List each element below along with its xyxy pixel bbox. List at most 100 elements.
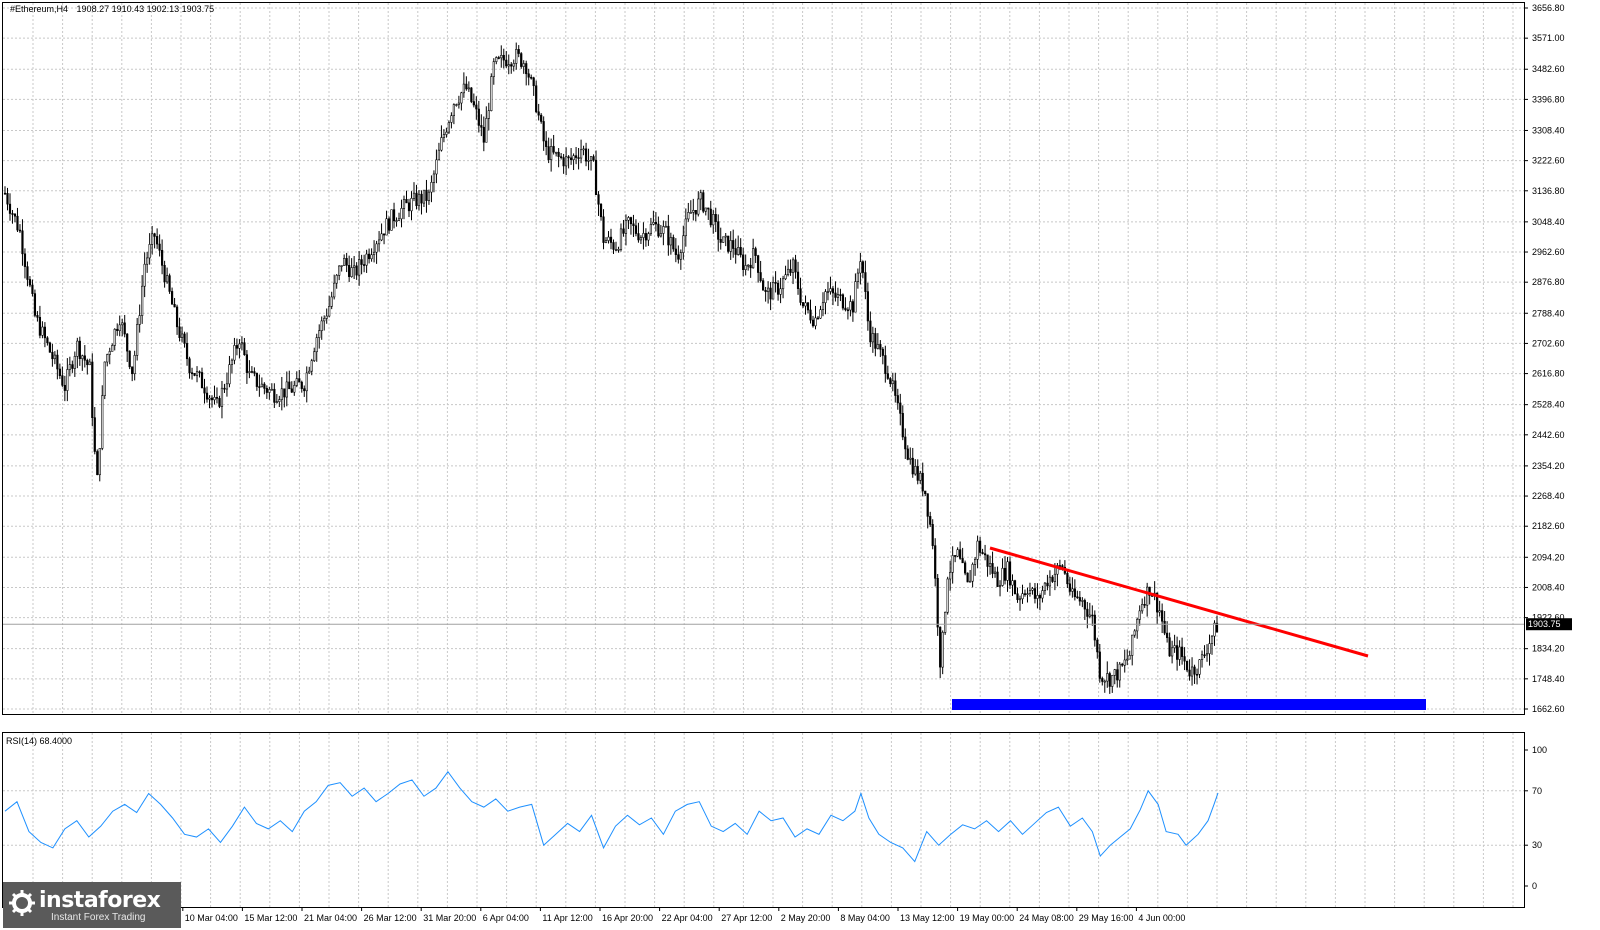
- candle-body: [1118, 663, 1121, 681]
- candle-body: [993, 571, 997, 574]
- candle-body: [737, 247, 740, 255]
- candle-body: [170, 291, 174, 305]
- candle-body: [76, 340, 79, 357]
- candle-body: [128, 350, 131, 368]
- candle-body: [121, 322, 124, 326]
- candle-body: [597, 194, 600, 205]
- candle-body: [1146, 586, 1149, 606]
- candle-body: [258, 386, 261, 388]
- candle-body: [831, 288, 835, 294]
- candle-body: [500, 54, 503, 59]
- candle-body: [133, 355, 136, 375]
- candle-body: [1011, 580, 1014, 586]
- candle-body: [485, 118, 488, 143]
- candle-body: [682, 235, 685, 253]
- candle-body: [1215, 622, 1219, 633]
- candle-body: [1173, 645, 1176, 649]
- candle-body: [510, 64, 513, 67]
- candle-body: [318, 330, 321, 338]
- candle-body: [1093, 614, 1096, 641]
- candle-body: [417, 193, 421, 207]
- candle-body: [796, 271, 800, 289]
- candle-body: [313, 351, 316, 361]
- candle-body: [604, 240, 608, 243]
- candle-body: [1168, 637, 1171, 657]
- candle-body: [445, 131, 448, 135]
- candle-body: [68, 364, 71, 370]
- candle-body: [113, 328, 116, 346]
- candle-body: [881, 348, 884, 356]
- candle-body: [116, 328, 119, 331]
- price-tick-label: 2962.60: [1532, 247, 1565, 257]
- candle-body: [747, 264, 750, 267]
- time-tick-label: 29 May 16:00: [1079, 913, 1134, 923]
- candle-body: [36, 315, 39, 318]
- candle-body: [437, 149, 441, 161]
- candle-body: [156, 236, 159, 245]
- candle-body: [193, 373, 196, 376]
- candle-body: [1166, 632, 1169, 638]
- candle-body: [190, 372, 194, 375]
- candle-body: [1193, 666, 1196, 675]
- candle-body: [764, 289, 767, 293]
- resistance-trendline[interactable]: [989, 546, 1369, 658]
- candle-body: [562, 157, 565, 167]
- candle-body: [791, 259, 795, 273]
- candle-body: [542, 121, 545, 142]
- candle-body: [1008, 561, 1012, 586]
- candle-body: [617, 249, 620, 251]
- candle-body: [677, 254, 680, 260]
- candle-body: [734, 248, 737, 255]
- candle-body: [914, 466, 917, 475]
- candle-body: [66, 369, 69, 391]
- candle-body: [1176, 645, 1179, 660]
- candle-body: [400, 208, 403, 220]
- candle-body: [260, 383, 263, 388]
- candle-body: [395, 220, 398, 222]
- candle-body: [43, 326, 47, 339]
- candle-body: [1066, 572, 1069, 585]
- candle-body: [210, 397, 214, 401]
- candle-body: [879, 344, 882, 350]
- candle-body: [13, 213, 17, 217]
- candle-body: [789, 268, 792, 273]
- candle-body: [440, 137, 443, 151]
- price-tick-label: 2442.60: [1532, 430, 1565, 440]
- rsi-grid: [3, 733, 1524, 907]
- candle-body: [535, 85, 538, 113]
- candle-body: [759, 272, 762, 281]
- support-zone[interactable]: [952, 699, 1426, 710]
- candle-body: [148, 244, 151, 259]
- time-tick-label: 19 May 00:00: [960, 913, 1015, 923]
- candle-body: [1103, 680, 1106, 683]
- candle-body: [283, 388, 286, 398]
- candle-body: [1148, 586, 1151, 596]
- candle-body: [21, 230, 24, 255]
- candle-body: [1001, 567, 1004, 586]
- candle-body: [806, 302, 810, 311]
- candle-body: [355, 265, 358, 276]
- candle-body: [732, 240, 735, 249]
- candle-body: [28, 279, 32, 286]
- candle-body: [781, 278, 785, 290]
- candle-body: [158, 243, 161, 251]
- candle-body: [921, 472, 924, 492]
- candle-body: [707, 207, 710, 210]
- candle-body: [991, 563, 994, 574]
- candle-body: [470, 87, 473, 102]
- candle-body: [841, 294, 845, 309]
- candle-body: [328, 306, 331, 317]
- candle-body: [263, 383, 266, 389]
- candle-body: [300, 381, 303, 389]
- candle-body: [320, 320, 323, 332]
- candle-body: [420, 193, 423, 204]
- candle-body: [637, 233, 640, 241]
- candle-body: [714, 213, 717, 222]
- candle-body: [926, 493, 929, 517]
- candle-body: [652, 221, 655, 225]
- candle-body: [480, 125, 483, 128]
- candle-body: [126, 333, 129, 352]
- candle-body: [784, 274, 787, 280]
- candle-body: [233, 345, 236, 361]
